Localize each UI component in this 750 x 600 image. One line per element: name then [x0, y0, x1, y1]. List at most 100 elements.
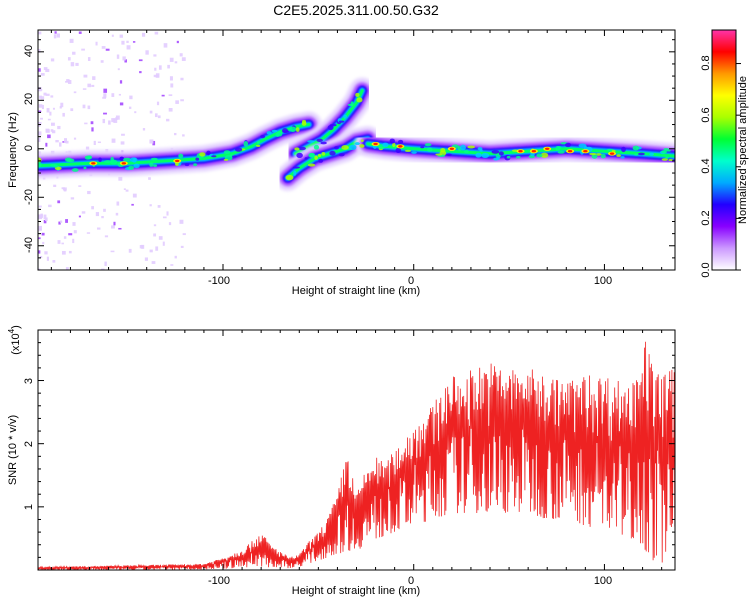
noise-speck: [156, 101, 160, 106]
noise-speck: [141, 244, 145, 249]
ridge-speck: [638, 152, 645, 156]
noise-speck: [180, 99, 184, 102]
noise-speck: [55, 139, 59, 143]
colorbar-ticks: [736, 63, 741, 271]
x-axis-label: Height of straight line (km): [292, 285, 420, 297]
noise-speck: [105, 48, 110, 51]
noise-speck: [111, 225, 115, 229]
noise-speck: [69, 38, 74, 43]
noise-speck: [51, 130, 56, 134]
noise-speck: [128, 248, 132, 253]
noise-speck: [45, 68, 50, 73]
noise-speck: [63, 236, 67, 239]
colorbar-tick-label: 0.6: [700, 107, 712, 122]
noise-speck: [87, 190, 91, 195]
noise-speck: [155, 246, 159, 251]
peak-marker: [373, 142, 378, 146]
noise-speck: [38, 31, 42, 35]
noise-speck: [118, 93, 122, 96]
ridge-speck: [103, 160, 112, 163]
noise-speck: [97, 227, 101, 230]
noise-speck: [38, 104, 43, 108]
ridge-speck: [271, 129, 278, 133]
noise-speck: [67, 57, 71, 61]
ridge-speck: [350, 101, 354, 107]
ridge-speck: [634, 153, 639, 156]
noise-speck: [38, 68, 41, 72]
ridge-speck: [309, 153, 315, 158]
ridge-speck: [420, 146, 425, 149]
noise-speck: [50, 58, 55, 62]
noise-speck: [121, 40, 125, 45]
noise-speck: [153, 74, 157, 78]
ridge-speck: [150, 157, 158, 161]
noise-speck: [38, 121, 42, 125]
ridge-speck: [411, 151, 417, 154]
ridge-speck: [557, 150, 565, 154]
noise-speck: [61, 187, 65, 190]
ridge-speck: [661, 150, 668, 154]
ridge-speck: [355, 92, 360, 97]
noise-speck: [61, 250, 66, 255]
y-tick-label: 20: [23, 93, 35, 105]
noise-speck: [68, 233, 73, 236]
colorbar-tick-label: 0.8: [700, 55, 712, 70]
noise-speck: [53, 34, 57, 39]
noise-speck: [182, 233, 186, 236]
noise-speck: [123, 188, 126, 190]
noise-speck: [39, 95, 42, 99]
ridge-speck: [231, 155, 237, 158]
noise-speck: [101, 46, 106, 49]
snr-ticks: [38, 330, 675, 570]
ridge-band: [294, 89, 364, 156]
noise-speck: [60, 102, 64, 108]
noise-speck: [166, 118, 170, 122]
noise-speck: [38, 124, 41, 127]
noise-speck: [174, 61, 178, 64]
y-multiplier-exp: 4: [7, 328, 16, 333]
ridge-speck: [493, 157, 499, 161]
ridge-speck: [128, 165, 135, 170]
noise-speck: [169, 76, 173, 81]
noise-speck: [161, 94, 165, 97]
noise-speck: [95, 41, 98, 46]
noise-speck: [163, 43, 168, 48]
ridge-speck: [555, 145, 561, 151]
ridge-speck: [621, 146, 626, 153]
noise-speck: [82, 88, 87, 90]
noise-speck: [111, 138, 116, 143]
noise-speck: [51, 122, 55, 126]
ridge-speck: [317, 153, 322, 158]
noise-speck: [158, 236, 163, 240]
noise-speck: [116, 201, 120, 206]
noise-speck: [48, 204, 52, 208]
noise-speck: [38, 250, 41, 254]
ridge-speck: [193, 163, 198, 167]
noise-speck: [95, 212, 100, 217]
ridge-speck: [665, 156, 669, 159]
y-multiplier-base: (x10: [10, 333, 22, 354]
noise-speck: [110, 250, 115, 253]
noise-speck: [148, 177, 151, 180]
ridge-speck: [38, 161, 42, 168]
svg-text:(x104): (x104): [7, 325, 22, 355]
ridge-speck: [404, 149, 412, 152]
noise-speck: [78, 31, 82, 34]
ridge-speck: [133, 163, 140, 169]
ridge-speck: [211, 155, 217, 158]
y-multiplier: (x104): [7, 325, 22, 355]
noise-speck: [170, 83, 174, 88]
noise-speck: [152, 140, 156, 146]
peak-marker: [449, 147, 455, 150]
ridge-speck: [649, 152, 654, 156]
noise-speck: [116, 54, 120, 59]
noise-speck: [117, 68, 120, 71]
noise-speck: [119, 80, 123, 84]
noise-speck: [154, 113, 158, 118]
noise-speck: [61, 242, 64, 245]
noise-speck: [151, 261, 156, 264]
noise-speck: [83, 74, 88, 78]
noise-speck: [125, 189, 129, 192]
ridge-speck: [266, 131, 272, 135]
